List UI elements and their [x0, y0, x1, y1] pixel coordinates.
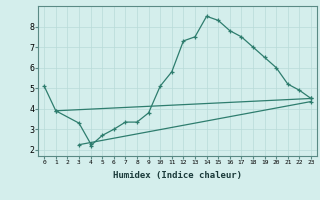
X-axis label: Humidex (Indice chaleur): Humidex (Indice chaleur)	[113, 171, 242, 180]
